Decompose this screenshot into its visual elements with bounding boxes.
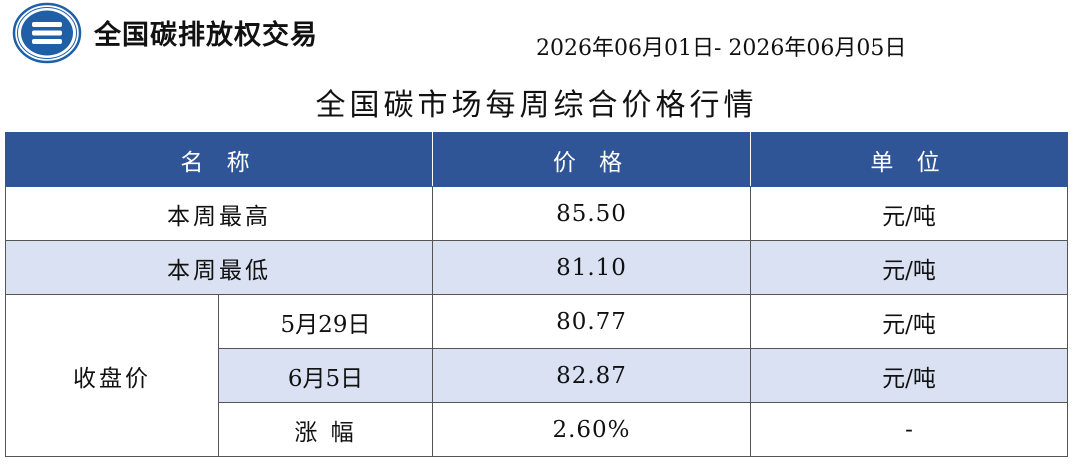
page-title: 全国碳市场每周综合价格行情 bbox=[315, 88, 758, 123]
date-end: 2026年06月05日 bbox=[728, 36, 907, 61]
table-row-close-prev: 收盘价 5月29日 80.77 元/吨 bbox=[5, 294, 1068, 457]
price-cell: 2.60% bbox=[432, 402, 751, 457]
org-name: 全国碳排放权交易 bbox=[94, 20, 318, 51]
row-label: 本周最低 bbox=[5, 240, 433, 295]
table-header-row: 名 称 价 格 单 位 bbox=[5, 132, 1068, 187]
date-start: 2026年06月01日 bbox=[536, 36, 714, 61]
closing-price-label: 收盘价 bbox=[5, 294, 219, 457]
date-separator: - bbox=[713, 36, 729, 61]
unit-cell: 元/吨 bbox=[750, 294, 1068, 349]
row-label: 本周最高 bbox=[5, 186, 433, 241]
price-cell: 81.10 bbox=[432, 240, 751, 295]
column-header-name: 名 称 bbox=[5, 132, 433, 187]
price-cell: 80.77 bbox=[432, 294, 751, 349]
unit-cell: 元/吨 bbox=[750, 348, 1068, 403]
row-label: 5月29日 bbox=[218, 294, 433, 349]
exchange-logo-icon bbox=[12, 2, 82, 64]
column-header-price: 价 格 bbox=[432, 132, 751, 187]
table-row-weekly-low: 本周最低 81.10 元/吨 bbox=[5, 240, 1068, 295]
price-cell: 82.87 bbox=[432, 348, 751, 403]
row-label: 涨 幅 bbox=[218, 402, 433, 457]
unit-cell: 元/吨 bbox=[750, 240, 1068, 295]
column-header-unit: 单 位 bbox=[750, 132, 1068, 187]
table-row-change: 涨 幅 2.60% - bbox=[6, 402, 1068, 457]
table-row-weekly-high: 本周最高 85.50 元/吨 bbox=[5, 186, 1068, 241]
unit-cell: 元/吨 bbox=[750, 186, 1068, 241]
unit-cell: - bbox=[750, 402, 1068, 457]
date-range: 2026年06月01日- 2026年06月05日 bbox=[536, 30, 906, 62]
row-label: 6月5日 bbox=[218, 348, 433, 403]
table-row-close-current: 6月5日 82.87 元/吨 bbox=[6, 348, 1068, 403]
price-cell: 85.50 bbox=[432, 186, 751, 241]
price-table: 名 称 价 格 单 位 本周最高 85.50 元/吨 本周最低 81.10 元/… bbox=[5, 132, 1068, 457]
